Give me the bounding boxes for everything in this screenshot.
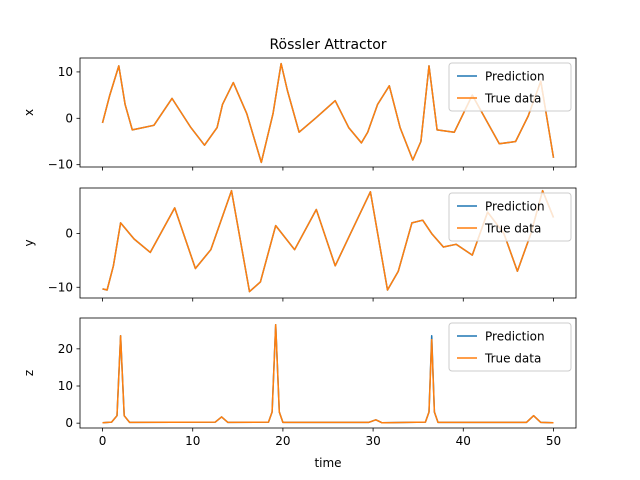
series-line-true-data bbox=[102, 323, 554, 424]
x-tick-label: 50 bbox=[546, 434, 561, 448]
legend-label: True data bbox=[484, 92, 541, 106]
axes-frame bbox=[79, 57, 577, 168]
figure-title: Rössler Attractor bbox=[269, 37, 386, 53]
subplot-x: −10 0 10 x Prediction True data bbox=[22, 57, 577, 172]
subplot-y: −10 0 y Prediction True data bbox=[22, 187, 577, 302]
axes-frame bbox=[79, 317, 577, 429]
series-lines bbox=[102, 323, 554, 424]
y-tick-label: 0 bbox=[65, 227, 73, 241]
series-line-true-data bbox=[101, 62, 555, 164]
x-tick-label: 30 bbox=[365, 434, 380, 448]
series-lines bbox=[101, 62, 555, 164]
legend: Prediction True data bbox=[448, 322, 572, 372]
legend-label: True data bbox=[484, 222, 541, 236]
x-tick-label: 40 bbox=[456, 434, 471, 448]
legend: Prediction True data bbox=[448, 62, 572, 112]
y-axis-label: z bbox=[22, 370, 36, 376]
y-tick-label: −10 bbox=[48, 158, 73, 172]
legend-label: True data bbox=[484, 352, 541, 366]
y-tick-label: 20 bbox=[58, 342, 73, 356]
axes-frame bbox=[79, 187, 577, 299]
y-tick-label: 10 bbox=[58, 379, 73, 393]
subplot-z: 0 10 20 30 40 50 0 10 20 z Prediction True data bbox=[22, 317, 577, 448]
legend-label: Prediction bbox=[485, 200, 545, 214]
legend-box bbox=[448, 192, 572, 242]
y-tick-label: 0 bbox=[65, 416, 73, 430]
x-axis-label: time bbox=[314, 456, 341, 470]
y-axis-label: x bbox=[22, 109, 36, 116]
y-tick-label: −10 bbox=[48, 280, 73, 294]
legend-label: Prediction bbox=[485, 330, 545, 344]
x-tick-label: 20 bbox=[275, 434, 290, 448]
legend-label: Prediction bbox=[485, 70, 545, 84]
legend-box bbox=[448, 62, 572, 112]
subplot-stack: −10 0 10 x Prediction True data −10 0 y Predictio… bbox=[22, 57, 577, 448]
legend: Prediction True data bbox=[448, 192, 572, 242]
y-tick-label: 10 bbox=[58, 65, 73, 79]
y-axis-label: y bbox=[22, 239, 36, 246]
legend-box bbox=[448, 322, 572, 372]
x-tick-label: 10 bbox=[185, 434, 200, 448]
x-tick-label: 0 bbox=[99, 434, 107, 448]
y-tick-label: 0 bbox=[65, 111, 73, 125]
